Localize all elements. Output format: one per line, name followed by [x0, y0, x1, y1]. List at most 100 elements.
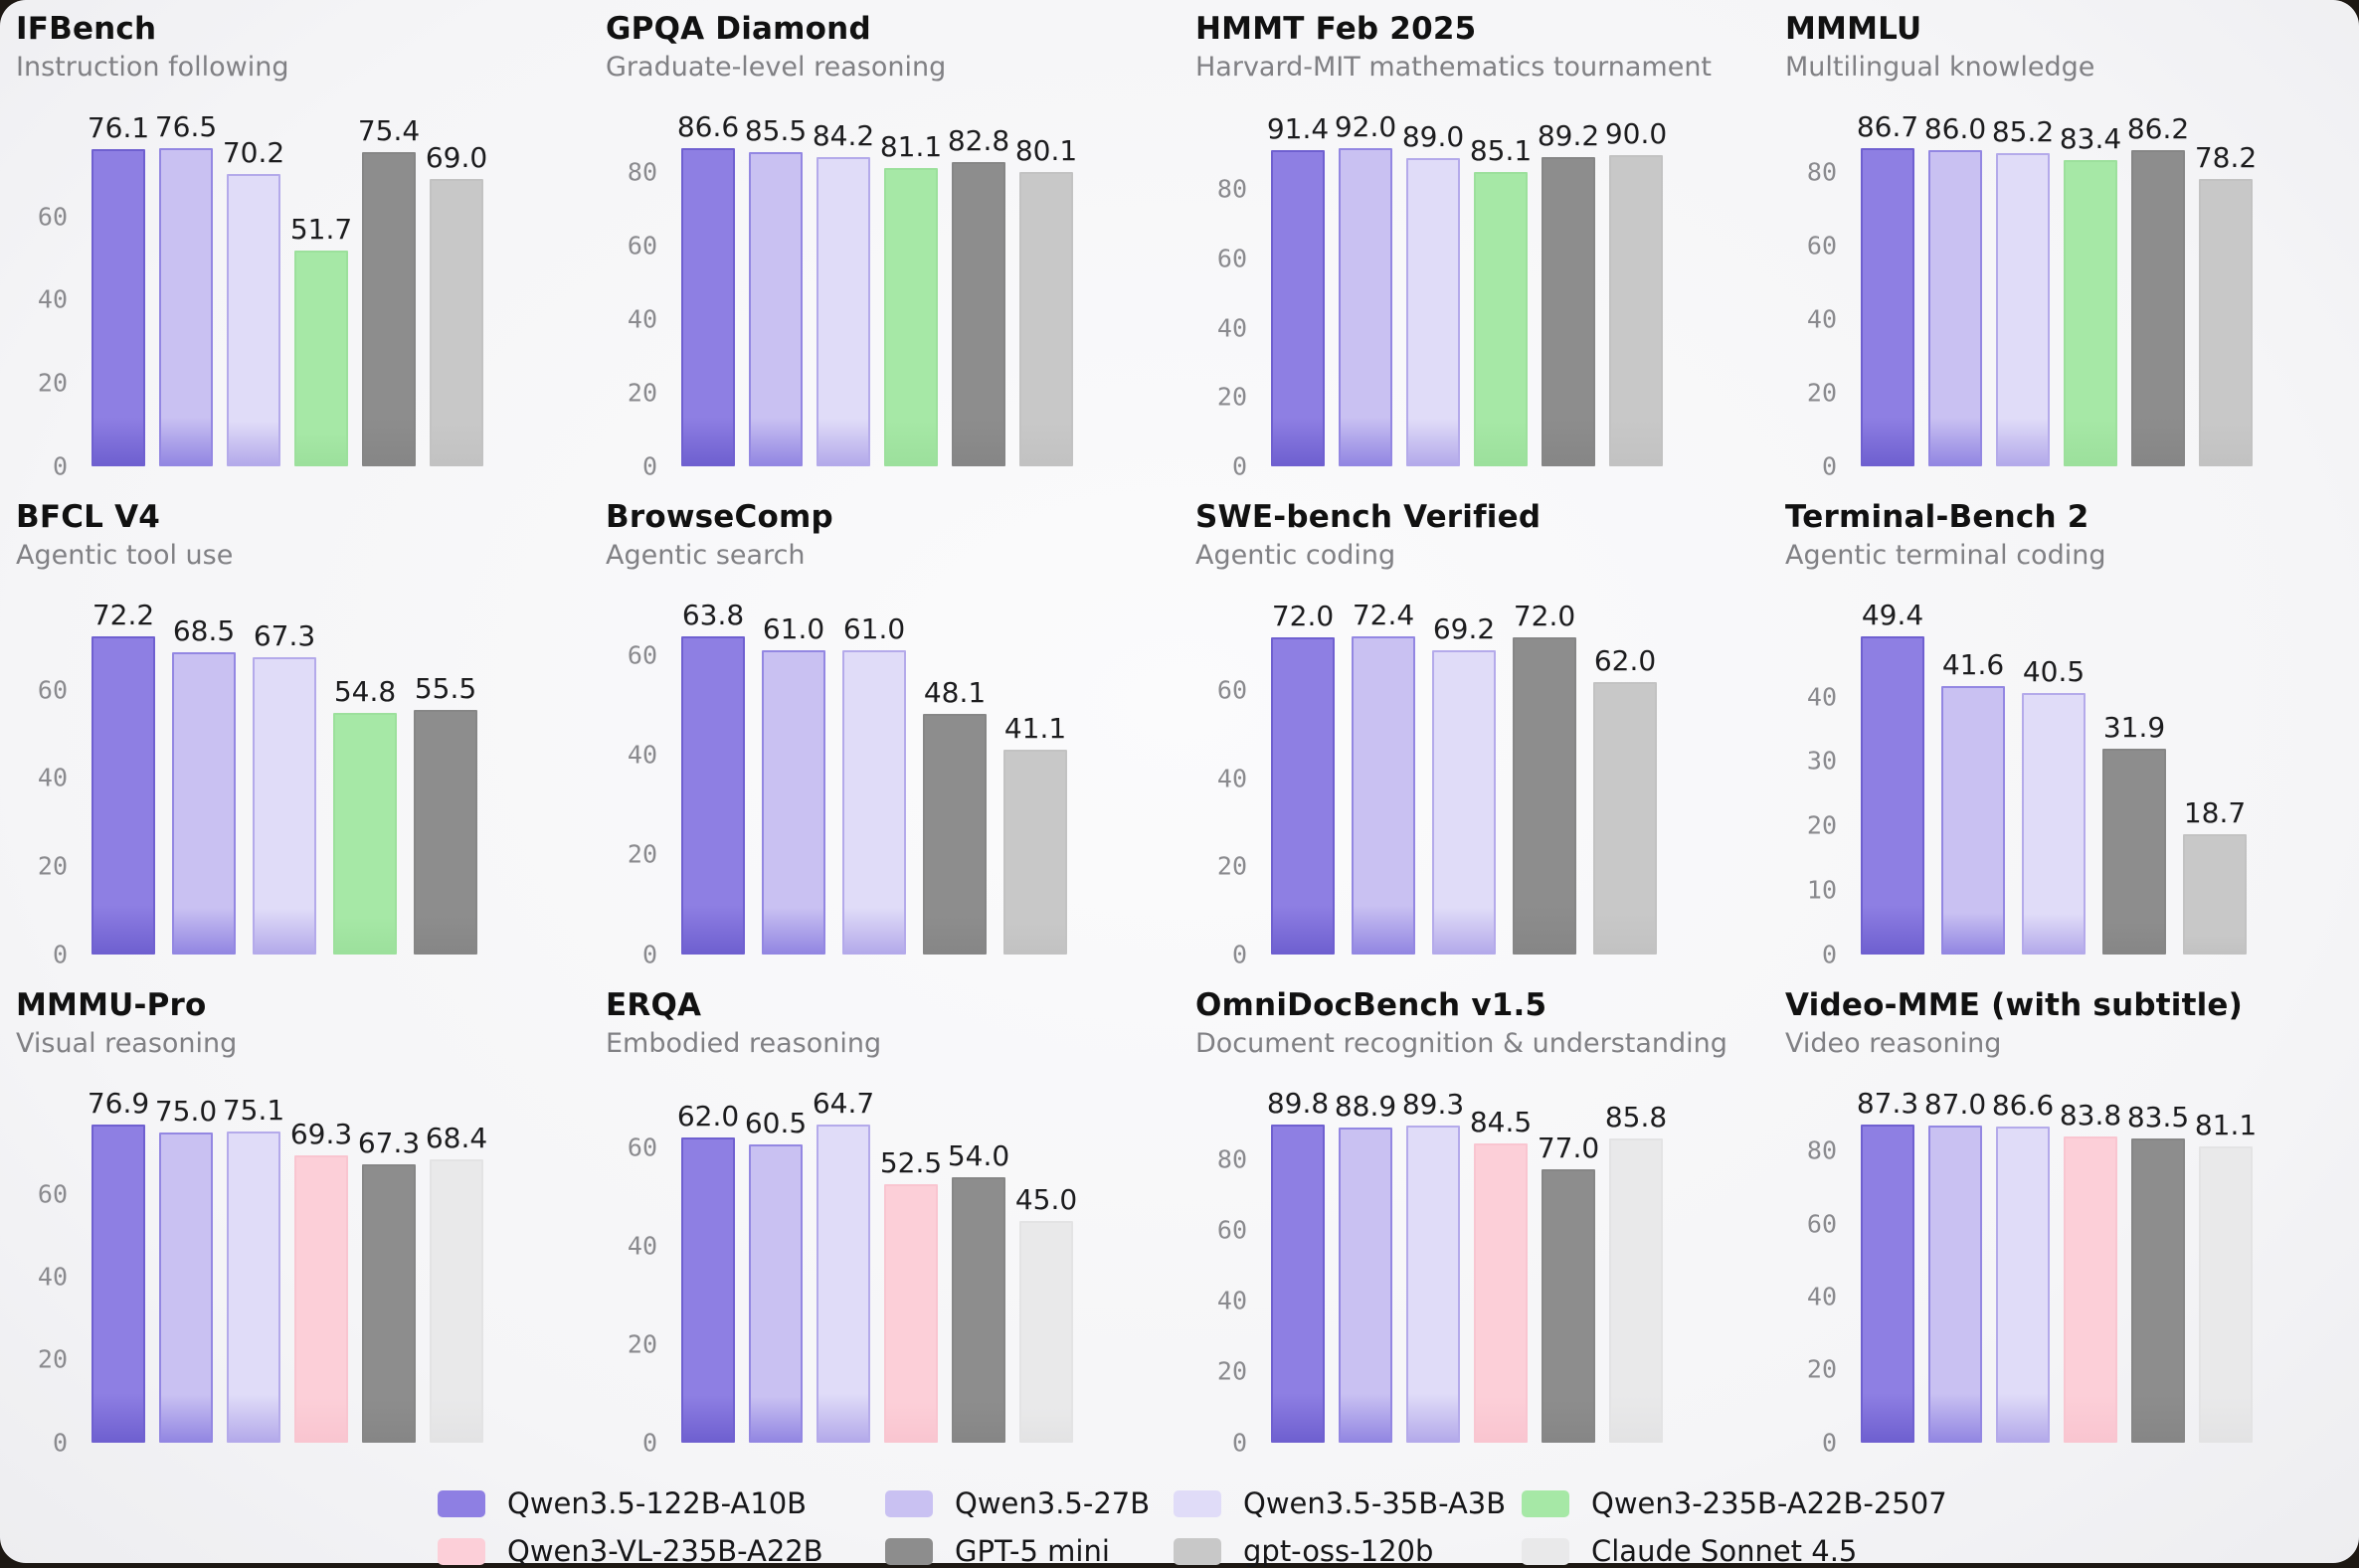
bar-value-label: 72.4 [1352, 598, 1415, 631]
chart: BFCL V4 Agentic tool use 0 20 40 60 72.2 68.5 67… [0, 494, 590, 982]
bar-qwen35_122b [681, 1137, 735, 1443]
bar-group: 86.0 [1924, 112, 1986, 466]
y-axis-tick-label: 80 [1216, 1144, 1247, 1174]
legend-swatch-icon [1174, 1489, 1221, 1517]
plot-area: 0 20 40 60 80 87.3 87.0 86.6 83.8 83.5 81.1 [1785, 1073, 2349, 1458]
legend-item-gpt_oss_120b: gpt-oss-120b [1174, 1534, 1522, 1568]
bar-claude_45 [2199, 1146, 2253, 1443]
bar-value-label: 81.1 [2194, 1109, 2258, 1142]
bar-value-label: 31.9 [2102, 711, 2166, 745]
bar-value-label: 88.9 [1334, 1089, 1397, 1123]
bar-group: 85.1 [1470, 134, 1532, 466]
bar-qwen3_235b [333, 712, 397, 955]
y-axis-tick-label: 20 [627, 378, 657, 408]
bar-group: 75.4 [358, 114, 420, 466]
bar-value-label: 45.0 [1014, 1183, 1078, 1217]
bar-qwen35_27b [1352, 635, 1415, 955]
y-axis-tick-label: 0 [1821, 1428, 1837, 1458]
y-axis-tick-label: 40 [1806, 1282, 1837, 1311]
bar-gpt_oss_120b [1609, 154, 1663, 466]
bar-group: 72.0 [1513, 600, 1576, 955]
bar-gpt5_mini [1542, 1169, 1595, 1443]
bar-value-label: 72.0 [1513, 600, 1576, 633]
legend-label: Qwen3-VL-235B-A22B [507, 1534, 823, 1568]
bar-value-label: 62.0 [1593, 643, 1657, 677]
bars-container: 76.1 76.5 70.2 51.7 75.4 69.0 [88, 96, 554, 466]
bar-value-label: 84.5 [1469, 1105, 1533, 1138]
bar-qwen35_35b [817, 1124, 870, 1443]
chart-title: HMMT Feb 2025 [1195, 11, 1477, 47]
bar-qwen35_122b [1271, 1124, 1325, 1443]
legend-item-qwen3_235b: Qwen3-235B-A22B-2507 [1522, 1486, 1947, 1520]
bar-group: 85.5 [745, 114, 807, 466]
bars-container: 63.8 61.0 61.0 48.1 41.1 [681, 585, 1144, 955]
bar-value-label: 89.2 [1537, 119, 1600, 153]
bar-group: 81.1 [2195, 1109, 2257, 1443]
bar-group: 89.3 [1402, 1088, 1464, 1443]
y-axis-tick-label: 20 [37, 851, 68, 881]
bar-group: 67.3 [253, 619, 316, 955]
bar-group: 86.7 [1857, 110, 1918, 466]
y-axis-tick-label: 40 [1216, 764, 1247, 793]
chart-subtitle: Document recognition & understanding [1195, 1027, 1727, 1059]
bar-value-label: 86.2 [2126, 111, 2190, 145]
legend-item-qwen35_35b: Qwen3.5-35B-A3B [1174, 1486, 1522, 1520]
chart-title: MMMU-Pro [16, 987, 207, 1023]
chart-subtitle: Multilingual knowledge [1785, 51, 2095, 83]
bar-qwen35_35b [227, 174, 280, 466]
chart: SWE-bench Verified Agentic coding 0 20 40 60 7… [1180, 494, 1769, 982]
bar-group: 55.5 [414, 672, 477, 955]
y-axis-tick-label: 20 [37, 368, 68, 398]
y-axis-tick-label: 80 [1806, 1135, 1837, 1165]
bar-value-label: 75.1 [222, 1094, 285, 1128]
bar-value-label: 68.5 [172, 614, 236, 648]
chart-subtitle: Agentic search [606, 539, 806, 571]
bar-value-label: 78.2 [2194, 141, 2258, 175]
bar-value-label: 70.2 [222, 136, 285, 169]
legend-label: GPT-5 mini [955, 1534, 1110, 1568]
bar-claude_45 [1019, 1221, 1073, 1443]
bar-group: 77.0 [1538, 1132, 1599, 1443]
bar-qwen3_235b [1474, 171, 1528, 466]
chart: MMMLU Multilingual knowledge 0 20 40 60 80 86.7… [1769, 6, 2359, 494]
y-axis-tick-label: 60 [1806, 1209, 1837, 1239]
bar-qwen35_27b [762, 649, 825, 955]
legend-label: Qwen3.5-27B [955, 1486, 1151, 1520]
bar-gpt_oss_120b [1593, 681, 1657, 955]
bar-value-label: 41.6 [1941, 648, 2005, 682]
bar-value-label: 86.6 [676, 109, 740, 143]
bar-group: 54.0 [948, 1139, 1009, 1443]
y-axis-tick-label: 0 [641, 940, 657, 969]
y-axis-tick-label: 20 [1216, 382, 1247, 412]
plot-area: 0 20 40 60 63.8 61.0 61.0 48.1 41.1 [606, 585, 1170, 968]
bar-group: 78.2 [2195, 141, 2257, 466]
chart-subtitle: Graduate-level reasoning [606, 51, 947, 83]
bar-value-label: 83.5 [2126, 1100, 2190, 1133]
y-axis-tick-label: 0 [52, 451, 68, 481]
chart: MMMU-Pro Visual reasoning 0 20 40 60 76.9 75.0 7… [0, 982, 590, 1471]
bar-qwen3_vl [2064, 1136, 2117, 1443]
bar-value-label: 89.3 [1401, 1088, 1465, 1122]
bar-group: 85.8 [1605, 1101, 1667, 1443]
chart-title: Terminal-Bench 2 [1785, 499, 2089, 535]
chart-subtitle: Agentic tool use [16, 539, 234, 571]
bar-qwen35_27b [172, 652, 236, 955]
bar-value-label: 61.0 [842, 611, 906, 645]
bar-value-label: 61.0 [762, 611, 825, 645]
y-axis-tick-label: 20 [1806, 810, 1837, 840]
bar-gpt5_mini [952, 1176, 1005, 1443]
y-axis-tick-label: 0 [1231, 1428, 1247, 1458]
bar-group: 49.4 [1861, 599, 1924, 955]
bar-gpt5_mini [923, 714, 987, 955]
legend-item-qwen35_122b: Qwen3.5-122B-A10B [438, 1486, 885, 1520]
bar-value-label: 86.7 [1856, 109, 1919, 143]
bar-group: 76.5 [155, 110, 217, 466]
y-axis-tick-label: 0 [1231, 940, 1247, 969]
bar-qwen35_35b [1406, 1126, 1460, 1443]
chart-title: MMMLU [1785, 11, 1922, 47]
bar-value-label: 69.3 [289, 1118, 353, 1151]
bar-qwen35_27b [1928, 1125, 1982, 1443]
bar-value-label: 85.8 [1604, 1100, 1668, 1133]
y-axis-tick-label: 60 [37, 1179, 68, 1209]
y-axis-tick-label: 40 [627, 740, 657, 770]
